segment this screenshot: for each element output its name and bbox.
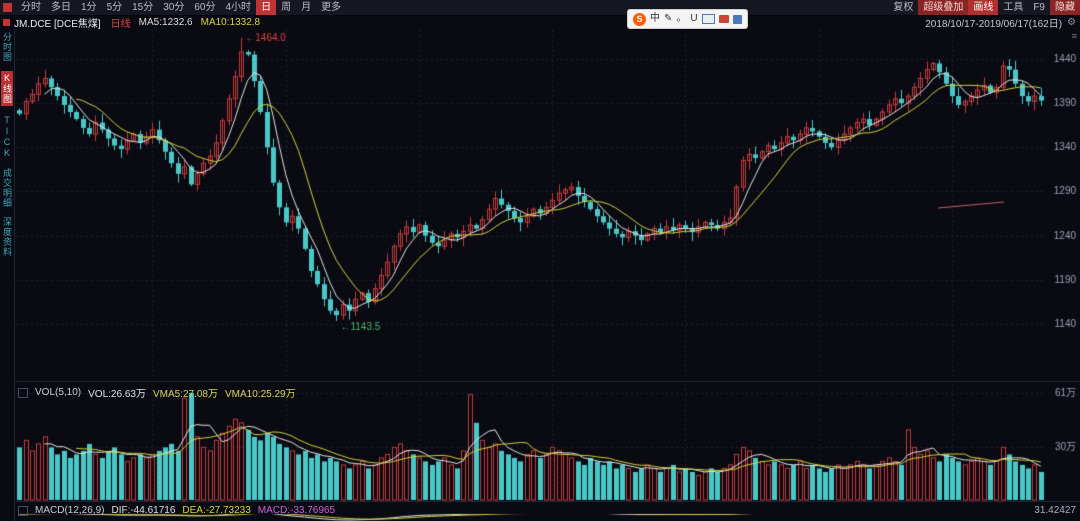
vma10-value: VMA10:25.29万 [225,389,296,400]
ime-skin-icon[interactable] [732,14,742,24]
tab-4hour[interactable]: 4小时 [225,2,252,13]
macd-pane-header: MACD(12,26,9) DIF:-44.61716 DEA:-27.7323… [18,505,335,516]
app-grid-icon[interactable] [3,3,12,12]
vol-indicator-label: VOL(5,10) [35,387,82,398]
topbar: 分时 多日 1分 5分 15分 30分 60分 4小时 日 周 月 更多 复权 … [0,0,1080,16]
tab-daily[interactable]: 日 [256,0,277,15]
tab-60min[interactable]: 60分 [194,2,216,13]
series-label: 日线 [110,19,131,30]
chart-menu-icon[interactable]: ≡ [1071,31,1077,41]
ime-pen-icon[interactable]: ✎ [664,13,673,24]
tab-monthly[interactable]: 月 [301,2,312,13]
sidebar-item-fenshitu[interactable]: 分时图 [2,32,12,62]
pane-settings-icon[interactable] [18,387,28,398]
ime-chinese-mode-icon[interactable]: 中 [650,13,660,24]
btn-f9[interactable]: F9 [1033,2,1045,13]
date-range: 2018/10/17-2019/06/17(162日) [925,19,1063,30]
macd-indicator-label: MACD(12,26,9) [35,505,105,516]
sidebar-item-depth[interactable]: 深度资料 [2,217,12,257]
btn-overlay[interactable]: 超级叠加 [918,0,969,15]
tab-weekly[interactable]: 周 [281,2,292,13]
dea-value: DEA:-27.73233 [182,505,251,516]
sidebar-item-trades[interactable]: 成交明细 [2,168,12,208]
vma5-value: VMA5:27.08万 [152,389,218,400]
tab-1min[interactable]: 1分 [81,2,97,13]
btn-drawline[interactable]: 画线 [968,0,999,15]
volume-pane-header: VOL(5,10) VOL:26.63万 VMA5:27.08万 VMA10:2… [18,385,296,400]
ma10-value: MA10:1332.8 [200,17,261,28]
btn-hide[interactable]: 隐藏 [1050,0,1080,15]
symbol-marker-icon [3,19,10,26]
gear-icon[interactable]: ⚙ [1067,17,1076,28]
ime-toolbox-icon[interactable] [718,15,729,23]
ime-u-mode-icon[interactable]: U [690,13,698,24]
tab-15min[interactable]: 15分 [132,2,154,13]
infobar: JM.DCE [DCE焦煤] 日线 MA5:1232.6 MA10:1332.8… [0,15,1080,30]
vol-value: VOL:26.63万 [88,389,146,400]
btn-tools[interactable]: 工具 [1003,2,1024,13]
tab-5min[interactable]: 5分 [106,2,123,13]
sidebar: 分时图 K线图 TICK 成交明细 深度资料 [0,29,15,521]
symbol-name[interactable]: JM.DCE [DCE焦煤] [14,19,101,30]
infobar-right: 2018/10/17-2019/06/17(162日) ⚙ [925,15,1080,30]
btn-fuquan[interactable]: 复权 [893,2,914,13]
tab-more[interactable]: 更多 [321,2,342,13]
sidebar-item-tick[interactable]: TICK [2,115,12,159]
macd-axis-value: 31.42427 [1034,505,1076,516]
ime-toolbar[interactable]: S 中 ✎ 。 U [627,9,748,29]
ime-keyboard-icon[interactable] [701,14,715,24]
pane-settings-icon[interactable] [18,505,28,516]
sogou-logo-icon[interactable]: S [633,12,646,26]
topbar-right: 复权 超级叠加 画线 工具 F9 隐藏 [888,0,1080,15]
ma5-value: MA5:1232.6 [138,17,193,28]
macd-value: MACD:-33.76965 [257,505,336,516]
dif-value: DIF:-44.61716 [111,505,176,516]
ime-punct-icon[interactable]: 。 [676,13,687,24]
tab-duori[interactable]: 多日 [51,2,71,13]
tab-fenshi[interactable]: 分时 [21,2,41,13]
sidebar-item-kline[interactable]: K线图 [1,71,13,106]
tab-30min[interactable]: 30分 [163,2,185,13]
